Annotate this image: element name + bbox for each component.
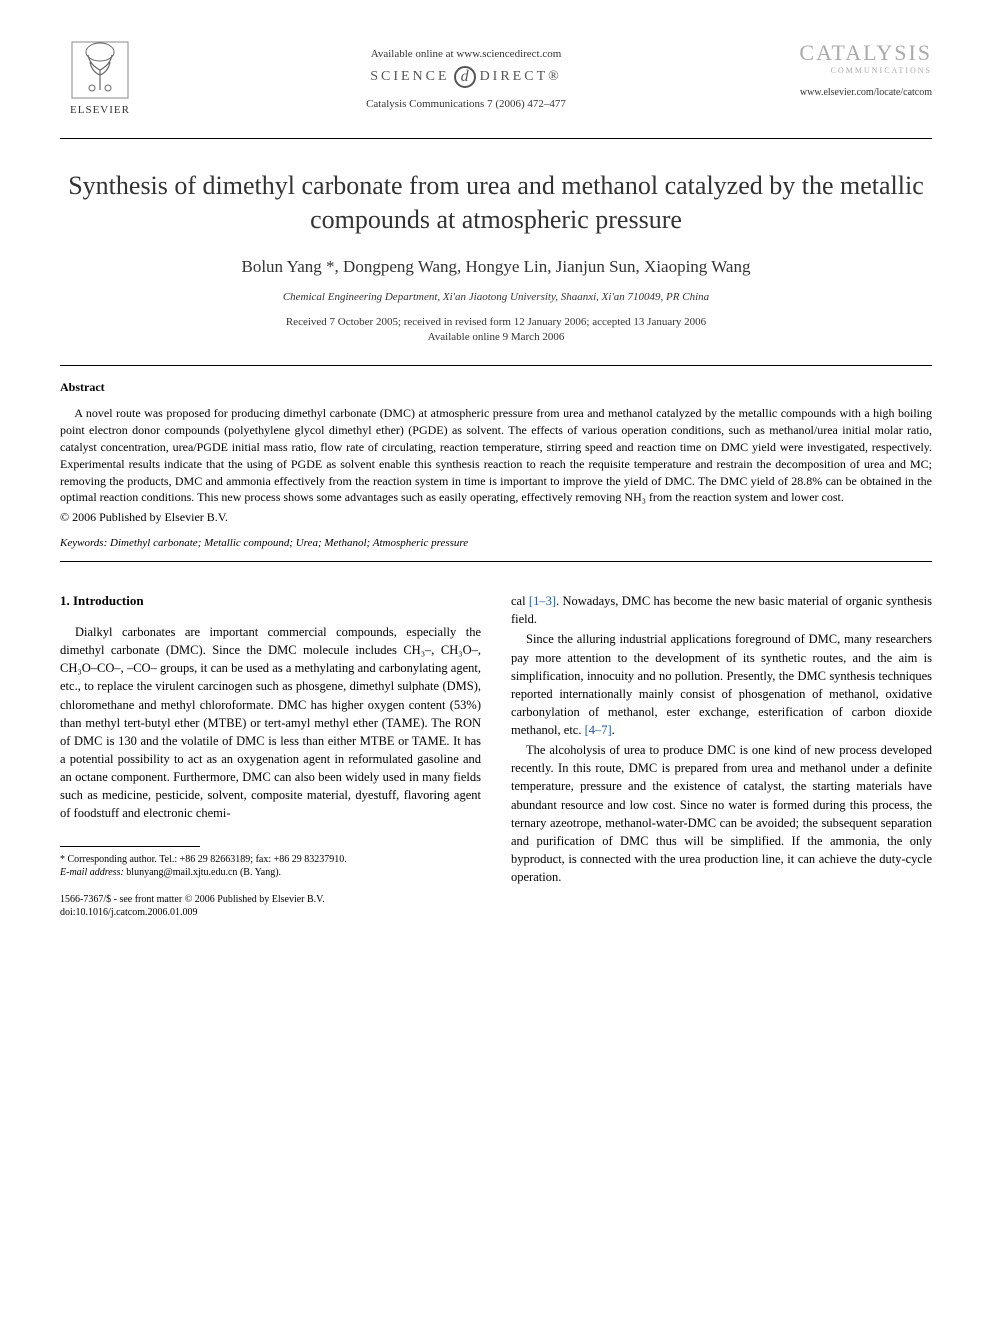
p1-cont-a: cal — [511, 594, 529, 608]
journal-url: www.elsevier.com/locate/catcom — [792, 87, 932, 98]
sciencedirect-d-icon: d — [454, 66, 476, 88]
footnote-email-value[interactable]: blunyang@mail.xjtu.edu.cn — [126, 867, 237, 878]
keywords: Keywords: Dimethyl carbonate; Metallic c… — [60, 537, 932, 549]
intro-p1-continued: cal [1–3]. Nowadays, DMC has become the … — [511, 592, 932, 628]
article-dates: Received 7 October 2005; received in rev… — [60, 315, 932, 346]
footnote-email-label: E-mail address: — [60, 867, 124, 878]
affiliation: Chemical Engineering Department, Xi'an J… — [60, 291, 932, 303]
authors-line: Bolun Yang *, Dongpeng Wang, Hongye Lin,… — [60, 257, 932, 277]
abstract-copyright: © 2006 Published by Elsevier B.V. — [60, 510, 932, 525]
abstract-body: A novel route was proposed for producing… — [60, 405, 932, 506]
journal-logo: CATALYSIS COMMUNICATIONS www.elsevier.co… — [792, 40, 932, 98]
column-left: 1. Introduction Dialkyl carbonates are i… — [60, 592, 481, 919]
footnote-email-person: (B. Yang). — [240, 867, 281, 878]
p2-a: Since the alluring industrial applicatio… — [511, 632, 932, 737]
citation-link-4-7[interactable]: [4–7] — [585, 723, 612, 737]
sciencedirect-text-left: SCIENCE — [370, 69, 449, 85]
abstract-heading: Abstract — [60, 380, 932, 395]
body-columns: 1. Introduction Dialkyl carbonates are i… — [60, 592, 932, 919]
intro-p3: The alcoholysis of urea to produce DMC i… — [511, 741, 932, 886]
p2-b: . — [612, 723, 615, 737]
publisher-name: ELSEVIER — [70, 104, 130, 116]
p1-cont-b: . Nowadays, DMC has become the new basic… — [511, 594, 932, 626]
intro-p2: Since the alluring industrial applicatio… — [511, 630, 932, 739]
dates-line1: Received 7 October 2005; received in rev… — [60, 315, 932, 330]
abstract-bottom-divider — [60, 561, 932, 562]
available-online-text: Available online at www.sciencedirect.co… — [140, 48, 792, 60]
intro-p1: Dialkyl carbonates are important commerc… — [60, 623, 481, 822]
footnote-separator — [60, 846, 200, 847]
corresponding-author-footnote: * Corresponding author. Tel.: +86 29 826… — [60, 853, 481, 879]
article-title: Synthesis of dimethyl carbonate from ure… — [60, 169, 932, 237]
sciencedirect-text-right: DIRECT® — [480, 69, 562, 85]
page-header: ELSEVIER Available online at www.science… — [60, 40, 932, 130]
abstract-top-divider — [60, 365, 932, 366]
header-divider — [60, 138, 932, 139]
column-right: cal [1–3]. Nowadays, DMC has become the … — [511, 592, 932, 919]
publisher-logo: ELSEVIER — [60, 40, 140, 130]
dates-line2: Available online 9 March 2006 — [60, 330, 932, 345]
footer-info: 1566-7367/$ - see front matter © 2006 Pu… — [60, 893, 481, 919]
footnote-corr: * Corresponding author. Tel.: +86 29 826… — [60, 853, 481, 866]
footnote-email-line: E-mail address: blunyang@mail.xjtu.edu.c… — [60, 866, 481, 879]
footer-doi: doi:10.1016/j.catcom.2006.01.009 — [60, 906, 481, 919]
journal-citation: Catalysis Communications 7 (2006) 472–47… — [140, 98, 792, 110]
sciencedirect-logo: SCIENCE d DIRECT® — [370, 66, 562, 88]
journal-logo-sub: COMMUNICATIONS — [792, 66, 932, 75]
elsevier-tree-icon — [70, 40, 130, 100]
citation-link-1-3[interactable]: [1–3] — [529, 594, 556, 608]
keywords-label: Keywords: — [60, 537, 107, 549]
section-heading-intro: 1. Introduction — [60, 592, 481, 611]
footer-front-matter: 1566-7367/$ - see front matter © 2006 Pu… — [60, 893, 481, 906]
center-header: Available online at www.sciencedirect.co… — [140, 40, 792, 110]
keywords-list: Dimethyl carbonate; Metallic compound; U… — [110, 537, 468, 549]
journal-logo-main: CATALYSIS — [792, 40, 932, 66]
